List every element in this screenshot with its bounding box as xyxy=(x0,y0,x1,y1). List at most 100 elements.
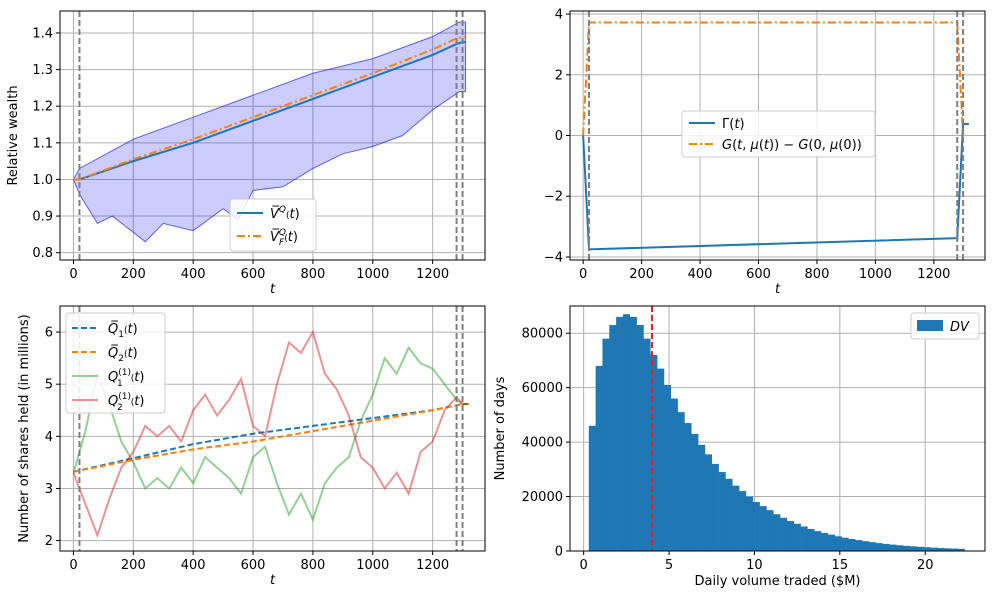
series-line-1 xyxy=(73,41,466,181)
x-tick-label: 10 xyxy=(746,558,763,573)
axes-frame xyxy=(569,305,986,552)
plot-area xyxy=(72,306,469,551)
axes-frame xyxy=(59,10,486,261)
histogram-bar xyxy=(766,510,774,551)
histogram-bar xyxy=(896,545,904,551)
histogram-bar xyxy=(916,546,924,551)
histogram-bar xyxy=(855,540,863,551)
x-tick-label: 1000 xyxy=(356,558,389,573)
histogram-bar xyxy=(821,533,829,551)
y-axis-label: Number of shares held (in millions) xyxy=(17,314,32,542)
histogram-bar xyxy=(759,506,767,551)
histogram-bar xyxy=(704,454,713,551)
histogram-bar xyxy=(677,412,685,551)
x-tick-label: 200 xyxy=(121,558,146,573)
histogram-bar xyxy=(780,517,788,551)
y-tick-label: 60000 xyxy=(522,381,563,396)
x-tick-label: 800 xyxy=(300,558,325,573)
axes-4: 0 5 10 15 20 0 20000 40000 60000 80000 Daily volum… xyxy=(493,305,986,589)
x-tick-label: 1000 xyxy=(356,267,389,282)
histogram-bar xyxy=(834,536,842,551)
histogram-bar xyxy=(684,423,692,551)
x-tick-label: 1200 xyxy=(416,267,449,282)
y-tick-label: 2 xyxy=(45,534,53,549)
y-tick-label: 1.1 xyxy=(32,136,53,151)
axes-frame xyxy=(59,305,486,552)
x-tick-label: 1000 xyxy=(859,267,892,282)
x-tick-label: 0 xyxy=(580,558,588,573)
legend-label-vf: V̅Q F(t) xyxy=(270,228,298,248)
series-line-2 xyxy=(73,35,466,181)
histogram-bar xyxy=(793,523,801,551)
plot-area xyxy=(72,11,467,260)
histogram-bar xyxy=(862,541,870,551)
histogram-bar xyxy=(657,368,665,551)
histogram-bar xyxy=(670,398,678,551)
y-tick-label: 0 xyxy=(555,129,563,144)
legend-wealth: V̅Q(t) V̅Q F(t) xyxy=(229,198,317,252)
histogram-bar xyxy=(903,545,911,551)
histogram-bar xyxy=(827,534,836,551)
y-tick-label: 3 xyxy=(45,482,53,497)
histogram-bar xyxy=(868,542,876,551)
histogram-bar xyxy=(773,514,781,551)
y-axis-label: Relative wealth xyxy=(6,85,21,185)
legend-shares: Q̅1(t) Q̅2(t) Q(1) 1 (t) Q(1) 2 (t) xyxy=(65,312,166,414)
histogram-bar xyxy=(752,502,760,551)
legend-label-q1bar: Q̅1(t) xyxy=(108,321,138,340)
y-tick-label: 4 xyxy=(45,430,53,445)
histogram-bar xyxy=(875,543,883,551)
legend-dv: DV xyxy=(910,312,980,340)
x-tick-label: 1200 xyxy=(416,558,449,573)
legend-label-q2: Q(1) 2 (t) xyxy=(108,392,144,413)
y-axis-label: Number of days xyxy=(493,376,508,480)
x-tick-label: 5 xyxy=(665,558,673,573)
histogram-bar xyxy=(944,548,952,551)
histogram-bar xyxy=(957,548,965,551)
y-tick-label: 5 xyxy=(45,378,53,393)
y-tick-label: 4 xyxy=(555,8,563,23)
histogram-bar xyxy=(622,314,631,551)
series-line-1 xyxy=(73,403,469,473)
histogram-bar xyxy=(841,537,849,551)
x-tick-label: 400 xyxy=(688,267,713,282)
y-tick-label: 0 xyxy=(555,545,563,560)
axes-1: 0 200 400 600 800 1000 1200 0.8 0.9 1.0 1.1 1.2 1.3 1… xyxy=(6,10,486,297)
x-axis-label: t xyxy=(775,282,781,297)
plot-area xyxy=(582,11,969,260)
histogram-bar xyxy=(711,463,719,551)
histogram-bar xyxy=(650,355,658,551)
x-tick-label: 0 xyxy=(69,267,77,282)
legend-label-dv: DV xyxy=(950,320,970,335)
x-axis-label: Daily volume traded ($M) xyxy=(695,574,861,589)
histogram-bar xyxy=(725,478,733,551)
histogram-bar xyxy=(909,546,917,551)
legend-swatch-dv xyxy=(917,320,943,331)
x-tick-label: 200 xyxy=(121,267,146,282)
histogram-bar xyxy=(950,548,958,551)
y-tick-label: 6 xyxy=(45,326,53,341)
histogram-bar xyxy=(588,425,596,551)
x-tick-label: 600 xyxy=(746,267,771,282)
legend-label-v: V̅Q(t) xyxy=(270,205,300,222)
y-tick-label: 1.4 xyxy=(32,26,53,41)
x-tick-label: 20 xyxy=(917,558,934,573)
histogram-bar xyxy=(698,444,706,551)
histogram-bar xyxy=(814,531,822,551)
x-tick-label: 0 xyxy=(69,558,77,573)
histogram-bar xyxy=(882,543,890,551)
grid-lines xyxy=(570,11,985,260)
y-tick-label: 1.2 xyxy=(32,100,53,115)
x-tick-label: 600 xyxy=(241,558,266,573)
x-tick-label: 800 xyxy=(805,267,830,282)
histogram-bar xyxy=(663,384,672,551)
histogram-bar xyxy=(691,433,699,551)
x-tick-label: 1200 xyxy=(917,267,950,282)
series-line-3 xyxy=(72,345,469,523)
y-tick-label: 80000 xyxy=(522,327,563,342)
y-tick-label: 1.0 xyxy=(32,173,53,188)
x-tick-label: 200 xyxy=(629,267,654,282)
wealth-band xyxy=(72,21,467,243)
histogram-bar xyxy=(636,325,644,551)
